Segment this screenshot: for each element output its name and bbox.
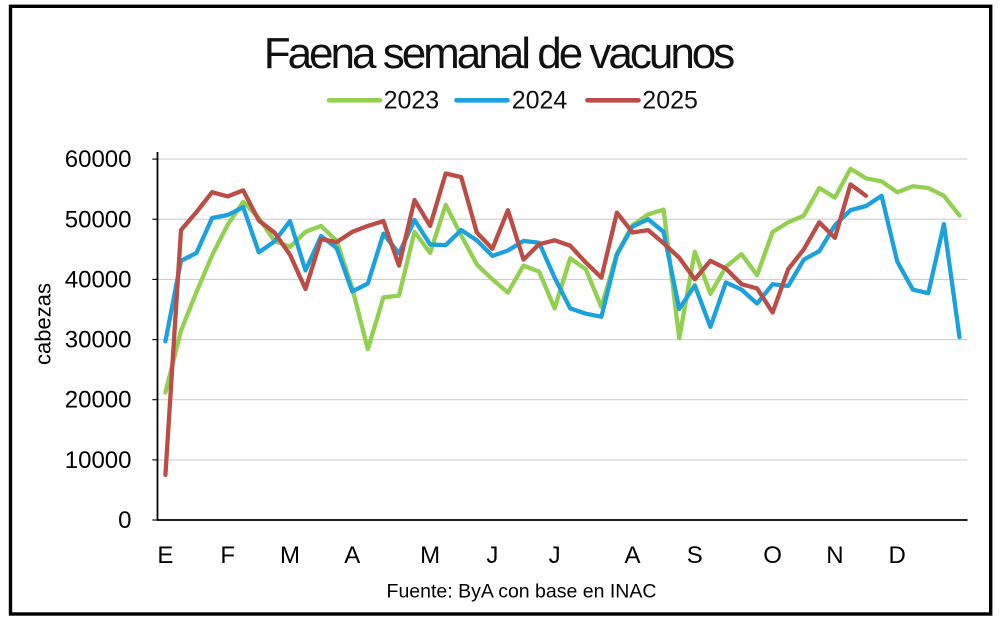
- svg-text:0: 0: [118, 507, 131, 534]
- svg-text:2024: 2024: [512, 86, 568, 114]
- svg-text:D: D: [889, 542, 906, 569]
- svg-text:J: J: [549, 542, 561, 569]
- svg-text:2025: 2025: [642, 86, 698, 114]
- svg-text:40000: 40000: [65, 266, 132, 293]
- svg-text:60000: 60000: [65, 146, 132, 173]
- svg-text:O: O: [763, 542, 782, 569]
- svg-text:cabezas: cabezas: [31, 283, 56, 365]
- svg-text:50000: 50000: [65, 206, 132, 233]
- svg-text:J: J: [486, 542, 498, 569]
- svg-text:F: F: [220, 542, 235, 569]
- svg-text:30000: 30000: [65, 327, 132, 354]
- svg-text:2023: 2023: [384, 86, 440, 114]
- svg-text:Faena semanal de vacunos: Faena semanal de vacunos: [264, 29, 735, 78]
- svg-text:E: E: [157, 542, 173, 569]
- svg-text:N: N: [826, 542, 843, 569]
- svg-text:10000: 10000: [65, 447, 132, 474]
- svg-text:M: M: [280, 542, 300, 569]
- svg-text:M: M: [420, 542, 440, 569]
- svg-text:20000: 20000: [65, 387, 132, 414]
- svg-text:Fuente: ByA con base en INAC: Fuente: ByA con base en INAC: [387, 581, 657, 603]
- svg-text:A: A: [344, 542, 360, 569]
- svg-text:S: S: [687, 542, 703, 569]
- svg-text:A: A: [624, 542, 640, 569]
